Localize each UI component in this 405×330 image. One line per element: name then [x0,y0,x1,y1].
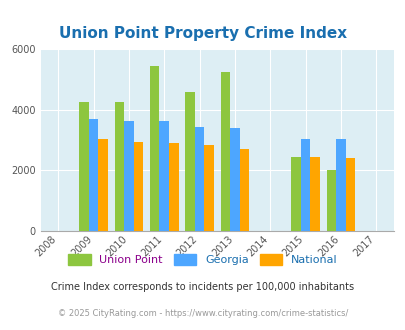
Bar [326,171,335,231]
Bar [79,102,89,231]
Bar [124,120,133,231]
Text: © 2025 CityRating.com - https://www.cityrating.com/crime-statistics/: © 2025 CityRating.com - https://www.city… [58,309,347,318]
Text: Crime Index corresponds to incidents per 100,000 inhabitants: Crime Index corresponds to incidents per… [51,282,354,292]
Bar [230,128,239,231]
Bar [335,139,345,231]
Bar [185,92,194,231]
Bar [309,157,319,231]
Bar [114,102,124,231]
Bar [149,66,159,231]
Bar [239,149,249,231]
Bar [204,145,213,231]
Bar [133,142,143,231]
Bar [89,119,98,231]
Bar [290,157,300,231]
Bar [345,158,354,231]
Bar [300,139,309,231]
Bar [98,139,108,231]
Text: Union Point Property Crime Index: Union Point Property Crime Index [59,26,346,41]
Bar [194,127,204,231]
Bar [220,72,230,231]
Bar [168,143,178,231]
Bar [159,120,168,231]
Legend: Union Point, Georgia, National: Union Point, Georgia, National [64,250,341,270]
